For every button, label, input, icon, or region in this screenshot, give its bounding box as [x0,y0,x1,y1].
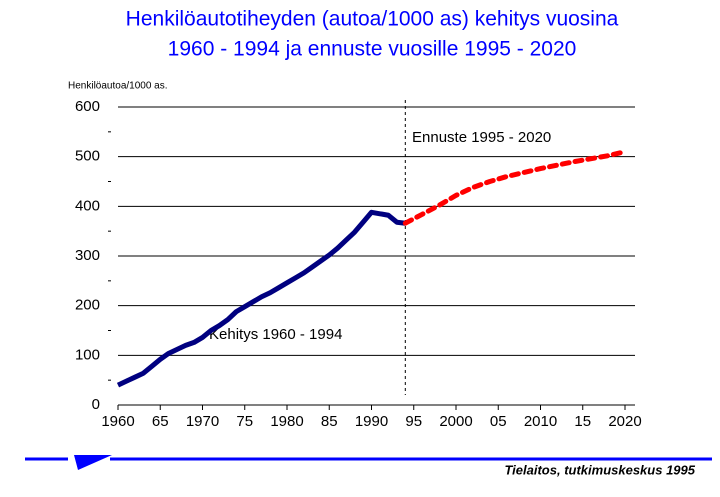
y-tick-label: 500 [75,148,100,165]
series-line [402,149,628,226]
x-tick-label: 15 [574,413,591,430]
y-tick-label: 0 [92,396,100,413]
y-tick-label: 600 [75,98,100,115]
x-tick-label: 1970 [186,413,219,430]
series-label: Ennuste 1995 - 2020 [412,129,551,146]
x-tick-label: 1960 [101,413,134,430]
y-tick-label: 300 [75,247,100,264]
x-tick-label: 75 [236,413,253,430]
footer: Tielaitos, tutkimuskeskus 1995 [504,462,695,477]
x-tick-label: 95 [405,413,422,430]
series-line [116,209,406,388]
chart-subtitle: 1960 - 1994 ja ennuste vuosille 1995 - 2… [168,38,577,61]
series-label: Kehitys 1960 - 1994 [209,326,342,343]
x-tick-label: 2000 [439,413,472,430]
y-tick-label: 400 [75,197,100,214]
y-tick-label: 200 [75,297,100,314]
x-tick-label: 1990 [355,413,388,430]
x-tick-label: 1980 [270,413,303,430]
x-tick-label: 05 [490,413,507,430]
logo [25,455,712,470]
x-tick-label: 2010 [524,413,557,430]
y-tick-label: 100 [75,346,100,363]
x-tick-label: 85 [321,413,338,430]
x-tick-label: 2020 [608,413,641,430]
x-tick-label: 65 [152,413,169,430]
y-axis-label: Henkilöautoa/1000 as. [68,81,168,92]
chart-title: Henkilöautotiheyden (autoa/1000 as) kehi… [126,8,619,31]
